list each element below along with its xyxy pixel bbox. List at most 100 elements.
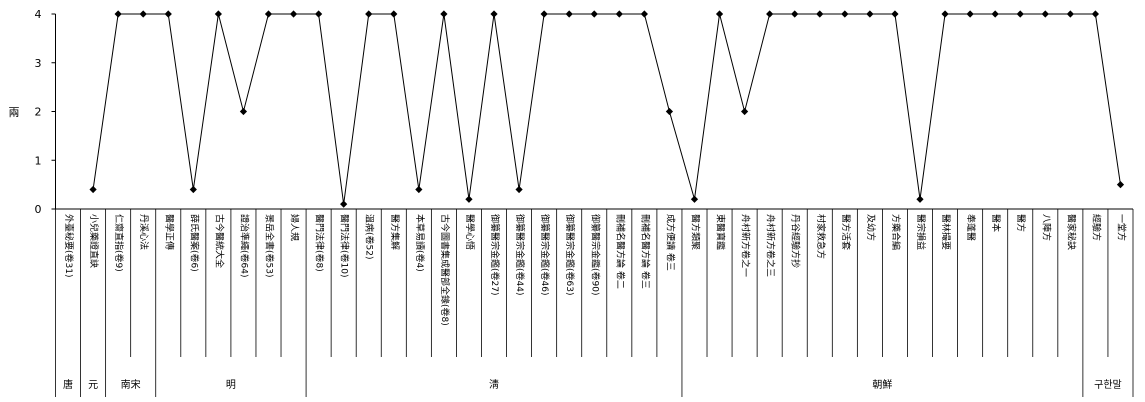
category-label: 仁齋直指(卷9) (113, 214, 125, 272)
category-label: 小兒藥證直訣 (88, 214, 100, 268)
data-point (1016, 10, 1024, 18)
data-point (640, 10, 648, 18)
data-point (540, 10, 548, 18)
y-tick-label: 3 (35, 57, 42, 70)
data-point (114, 10, 122, 18)
group-label: 구한말 (1094, 379, 1122, 391)
y-tick-label: 2 (35, 106, 42, 119)
data-point (239, 107, 248, 116)
category-label: 奉蓬醫 (965, 214, 977, 241)
category-label: 醫方集解 (389, 214, 401, 250)
data-point (390, 10, 398, 18)
category-label: 婦人規 (289, 214, 301, 241)
category-label: 外臺秘要(卷31) (63, 214, 75, 277)
category-label: 御纂醫宗金鑑(卷27) (489, 214, 501, 295)
data-point (440, 10, 448, 18)
category-label: 一堂方 (1115, 214, 1127, 241)
category-label: 丹谷經驗方抄 (790, 214, 802, 268)
data-point (740, 107, 749, 116)
category-label: 證治準繩(卷64) (238, 214, 250, 277)
data-point (189, 185, 197, 194)
category-label: 及幼方 (865, 214, 877, 241)
category-label: 醫門法律(卷10) (339, 214, 351, 277)
data-point (365, 10, 373, 18)
data-point (916, 195, 924, 203)
data-point (164, 10, 172, 18)
group-label: 唐 (63, 378, 73, 391)
data-point (766, 10, 774, 18)
data-point (816, 10, 824, 18)
data-point (89, 185, 97, 194)
category-label: 舟村新方卷之三 (765, 214, 777, 277)
category-label: 醫方類聚 (689, 214, 701, 250)
category-label: 醫學心悟 (464, 214, 476, 250)
category-label: 醫門法律(卷8) (314, 214, 326, 272)
group-label: 元 (88, 380, 98, 391)
category-label: 成方便讀 卷三 (664, 214, 676, 271)
data-point (866, 10, 874, 18)
group-label: 淸 (489, 378, 499, 391)
series (92, 13, 1121, 205)
category-label: 醫家秘訣 (1065, 214, 1077, 250)
category-label: 刪補名醫方論 卷二 (614, 214, 626, 289)
data-point (891, 10, 899, 18)
data-point (1066, 10, 1074, 18)
data-point (690, 195, 699, 203)
category-label: 御纂醫宗金鑑(卷90) (589, 214, 601, 295)
data-point (1041, 10, 1049, 18)
category-label: 經驗方 (1090, 214, 1102, 241)
group-label: 南宋 (121, 378, 141, 391)
group-label: 明 (226, 379, 236, 391)
category-label: 古今醫統大全 (213, 214, 225, 268)
data-point (315, 10, 323, 18)
data-point (665, 107, 674, 116)
category-label: 醫學正傳 (163, 214, 175, 250)
category-labels: 外臺秘要(卷31) 小兒藥證直訣 仁齋直指(卷9) 丹溪心法 醫學正傳 薛氏醫案(卷6) 古… (63, 214, 1127, 326)
category-label: 本草易讀(卷4) (414, 214, 426, 272)
y-axis-title: 兩 (9, 106, 20, 119)
data-point (139, 10, 147, 18)
y-tick-label: 0 (35, 203, 42, 216)
data-point (966, 10, 974, 18)
category-label: 刪補名醫方論 卷三 (639, 214, 651, 289)
data-point (715, 10, 724, 18)
category-label: 醫本 (990, 214, 1002, 232)
category-label: 醫方 (1015, 214, 1027, 232)
category-label: 村家救急方 (815, 214, 827, 259)
group-labels: 唐 元 南宋 明 淸 朝鮮 구한말 (63, 378, 1122, 391)
category-label: 薛氏醫案(卷6) (188, 214, 200, 272)
data-point (615, 10, 623, 18)
category-label: 舟村新方卷之一 (740, 214, 752, 277)
category-label: 方藥合編 (890, 214, 902, 250)
y-tick-label: 4 (35, 8, 42, 21)
category-label: 景岳全書(卷53) (263, 214, 275, 277)
data-point (289, 10, 298, 18)
y-ticks: 0 1 2 3 4 (35, 8, 56, 216)
y-tick-label: 1 (35, 154, 42, 167)
category-label: 御纂醫宗金鑑(卷63) (564, 214, 576, 295)
data-point (264, 10, 273, 18)
data-point (1116, 181, 1125, 189)
data-point (214, 10, 222, 18)
category-label: 醫方活套 (840, 214, 852, 250)
data-point (1091, 10, 1100, 18)
category-label: 醫宗損益 (915, 214, 927, 250)
data-point (565, 10, 573, 18)
data-point (941, 10, 949, 18)
data-point (841, 10, 849, 18)
data-point (490, 10, 498, 18)
category-label: 古今圖書集成醫部全錄(卷8) (439, 214, 451, 326)
category-label: 八陣方 (1040, 214, 1052, 241)
data-point (415, 185, 423, 194)
data-point (991, 10, 999, 18)
category-label: 御纂醫宗金鑑(卷44) (514, 214, 526, 295)
category-label: 御纂醫宗金鑑(卷46) (539, 214, 551, 295)
category-label: 丹溪心法 (138, 214, 150, 250)
category-label: 溫病(卷52) (364, 214, 376, 259)
data-point (791, 10, 799, 18)
series-line (92, 13, 1121, 205)
category-label: 東醫寶鑑 (715, 214, 727, 250)
data-point (515, 185, 523, 194)
